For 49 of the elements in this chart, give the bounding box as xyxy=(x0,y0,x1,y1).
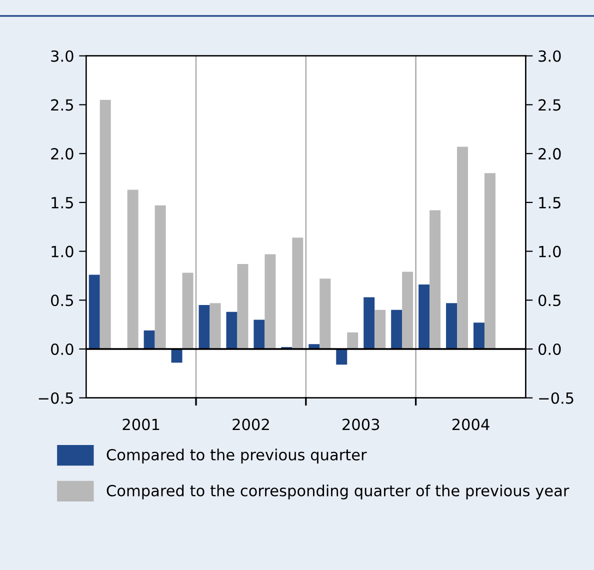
bar xyxy=(402,272,414,350)
bar xyxy=(457,146,468,350)
bar xyxy=(100,100,111,350)
y2-tick-label: 1.0 xyxy=(539,246,561,258)
bar xyxy=(237,264,248,350)
y2-tick-label: 1.5 xyxy=(539,197,560,208)
bar xyxy=(446,303,458,350)
text: 2004 xyxy=(452,418,490,430)
bar xyxy=(127,190,138,350)
bar xyxy=(418,284,430,350)
bar xyxy=(154,205,166,350)
y-tick-label: 3.0 xyxy=(51,50,74,62)
text: 2002 xyxy=(232,418,269,430)
y2-tick-label: 0.0 xyxy=(538,343,561,356)
y-tick-label: 2.0 xyxy=(51,148,74,160)
y-tick-label: 0.5 xyxy=(51,294,73,306)
legend-label: Compared to the previous quarter xyxy=(106,448,367,464)
bar xyxy=(254,320,265,350)
bar xyxy=(391,310,402,350)
bar xyxy=(144,330,155,350)
bar xyxy=(336,349,348,365)
y-tick-label: 0.0 xyxy=(51,343,74,356)
y-tick-label: 1.0 xyxy=(52,246,74,258)
bar xyxy=(182,272,194,350)
y-tick-label: −0.5 xyxy=(38,392,73,404)
bar xyxy=(88,274,100,350)
text: 2003 xyxy=(342,418,380,430)
bar xyxy=(347,332,358,350)
legend-label: Compared to the corresponding quarter of the previous year xyxy=(106,484,570,500)
y2-tick-label: 3.0 xyxy=(538,50,561,62)
y-tick-label: 1.5 xyxy=(52,197,73,208)
text: 2001 xyxy=(122,418,160,430)
y-tick-label: 2.5 xyxy=(51,99,73,111)
y2-tick-label: −0.5 xyxy=(539,392,574,404)
bar xyxy=(210,303,221,350)
y2-tick-label: 2.0 xyxy=(538,148,561,160)
bar xyxy=(198,305,210,350)
y2-tick-label: 0.5 xyxy=(538,294,560,306)
bar xyxy=(320,278,331,350)
bar xyxy=(430,210,441,350)
bar xyxy=(264,254,276,350)
bar xyxy=(484,173,496,350)
bar xyxy=(374,310,386,350)
bar xyxy=(473,322,484,350)
bar xyxy=(364,297,375,350)
bar xyxy=(292,238,304,350)
y2-tick-label: 2.5 xyxy=(538,99,560,111)
bar xyxy=(171,349,182,363)
bar xyxy=(226,312,238,350)
